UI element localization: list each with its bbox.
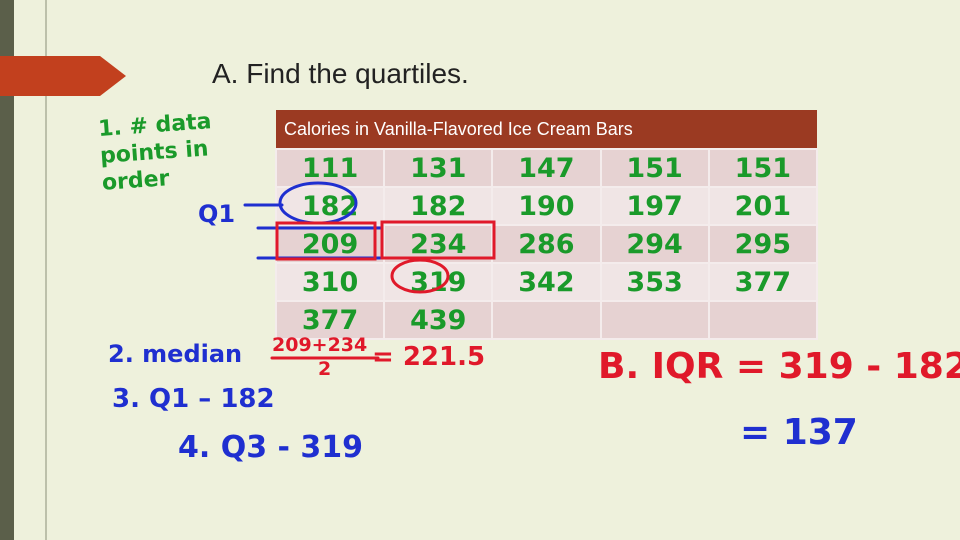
box-234 [380,220,496,260]
table-cell: 439 [383,300,494,340]
table-cell: 342 [491,262,602,302]
table-cell: 131 [383,148,494,188]
data-table: Calories in Vanilla-Flavored Ice Cream B… [274,110,819,340]
table-cell: 377 [274,300,386,340]
iqr: B. IQR = 319 - 182 [598,346,960,387]
table-cell: 197 [599,186,710,226]
table-cell: 353 [599,262,710,302]
table-cell: 147 [491,148,602,188]
circle-319 [390,258,450,294]
arrow [0,56,126,96]
table-header: Calories in Vanilla-Flavored Ice Cream B… [276,110,817,149]
circle-182 [278,181,358,225]
table-cell [491,300,602,340]
step2: 2. median [108,340,243,368]
table-cell [599,300,710,340]
table-cell: 294 [599,224,710,264]
table-row: 209 234 286 294 295 [274,224,819,264]
table-cell [707,300,819,340]
median-sum: 209+234 [272,334,368,356]
table-cell: 201 [707,186,819,226]
iqr-result: = 137 [740,412,858,453]
table-cell: 111 [274,148,386,188]
table-cell: 319 [383,262,494,302]
side-bar [0,0,14,540]
median-div: 2 [318,358,332,380]
table-cell: 190 [491,186,602,226]
table-row: 377 439 [274,300,819,340]
table-row: 182 182 190 197 201 [274,186,819,226]
q1-lines [243,203,382,260]
box-209 [275,221,377,261]
step4: 4. Q3 - 319 [178,430,364,465]
step1: 1. # data points in order [97,108,216,197]
table-row: 310 319 342 353 377 [274,262,819,302]
table-cell: 151 [707,148,819,188]
table-cell: 310 [274,262,386,302]
q1-label: Q1 [198,200,236,228]
table-cell: 295 [707,224,819,264]
step3: 3. Q1 – 182 [112,384,275,414]
median-result: = 221.5 [372,342,486,372]
title: A. Find the quartiles. [212,58,469,89]
table-cell: 151 [599,148,710,188]
table-row: 111 131 147 151 151 [274,148,819,188]
table-cell: 286 [491,224,602,264]
table-cell: 377 [707,262,819,302]
table-cell: 182 [383,186,494,226]
